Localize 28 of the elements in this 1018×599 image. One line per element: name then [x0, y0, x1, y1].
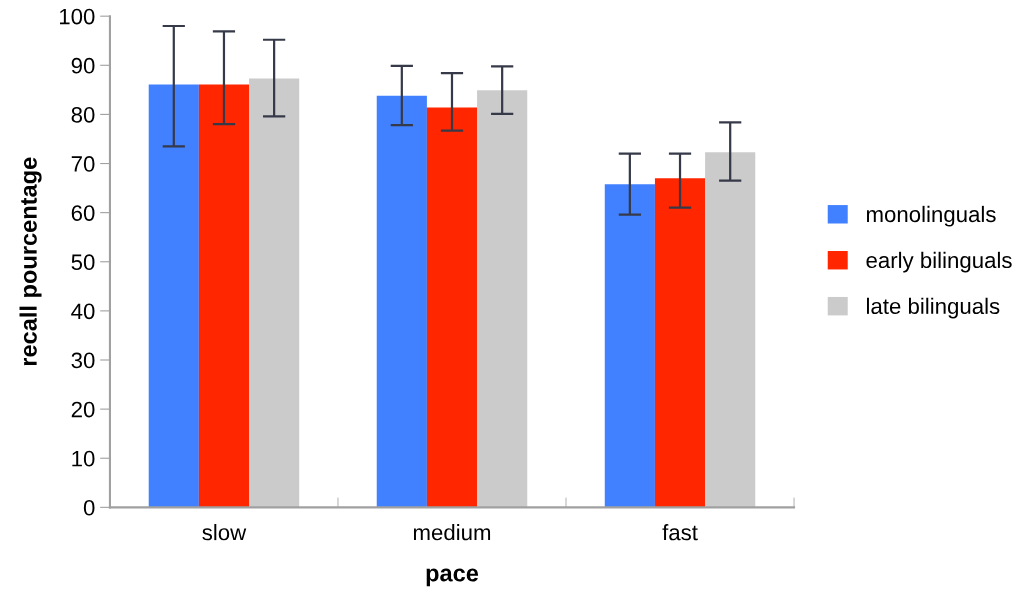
- x-axis-title: pace: [426, 568, 479, 587]
- y-tick-label: 50: [71, 254, 95, 271]
- y-tick-label: 60: [71, 205, 95, 221]
- x-tick-label: medium: [413, 524, 491, 541]
- bar: [654, 178, 706, 508]
- bar: [249, 78, 300, 508]
- y-tick-label: 0: [83, 499, 95, 516]
- legend-label: monolinguals: [866, 205, 996, 227]
- y-axis-title: recall pourcentage: [19, 157, 42, 366]
- bar: [705, 152, 756, 508]
- legend-label: late bilinguals: [867, 297, 1000, 319]
- x-tick-label: fast: [662, 524, 698, 541]
- bar: [148, 84, 199, 508]
- y-tick-label: 100: [59, 8, 95, 25]
- y-tick-label: 70: [71, 156, 95, 172]
- bar: [426, 107, 478, 508]
- bar: [198, 84, 250, 508]
- y-tick-label: 80: [71, 106, 95, 123]
- bar: [477, 90, 528, 508]
- bar: [604, 184, 655, 508]
- y-tick-label: 30: [71, 352, 95, 369]
- y-tick-label: 20: [71, 401, 95, 418]
- y-tick-label: 90: [71, 57, 95, 74]
- y-tick-label: 10: [72, 450, 95, 467]
- legend-label: early bilinguals: [866, 251, 1012, 273]
- bar: [376, 95, 427, 508]
- x-tick-label: slow: [202, 524, 247, 541]
- y-tick-label: 40: [71, 303, 95, 320]
